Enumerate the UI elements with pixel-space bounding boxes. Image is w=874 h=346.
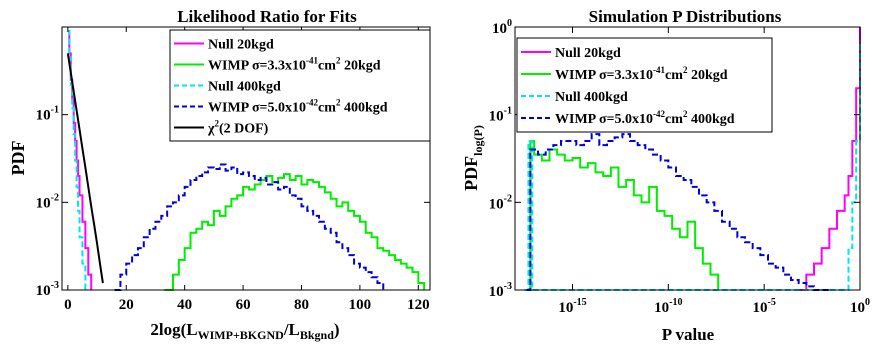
right-chart-title: Simulation P Distributions	[589, 7, 782, 26]
legend-entry-4: WIMP σ=5.0x10-42cm2 400kgd	[208, 98, 388, 116]
left-chart: Likelihood Ratio for Fits 0 20 40 60 80 100 12…	[8, 7, 431, 342]
legend-entry-2: WIMP σ=3.3x10-41cm2 20kgd	[208, 56, 381, 74]
left-series-group	[66, 30, 426, 291]
left-plot-frame	[61, 26, 431, 291]
right-x-tick-label: 100	[850, 297, 870, 316]
legend-entry-5: χ2(2 DOF)	[207, 119, 269, 137]
left-series-2	[164, 173, 426, 291]
left-x-tick-label: 0	[64, 297, 72, 313]
left-chart-title: Likelihood Ratio for Fits	[177, 7, 357, 26]
right-y-tick-label: 100	[492, 18, 512, 37]
right-x-tick-label: 10-5	[752, 297, 775, 316]
right-legend: Null 20kgd WIMP σ=3.3x10-41cm2 20kgd Null …	[516, 37, 773, 133]
right-x-tick-label: 10-15	[558, 297, 586, 316]
left-axes: 0 20 40 60 80 100 120 10-1 10-2 10-3	[36, 27, 430, 313]
left-y-tick-label: 10-1	[36, 105, 59, 124]
right-plot-frame	[514, 26, 861, 291]
right-y-tick-label: 10-2	[489, 193, 512, 212]
left-x-axis-label: 2log(LWIMP+BKGND/LBkgnd)	[150, 320, 339, 342]
right-y-tick-label: 10-3	[489, 281, 512, 300]
left-series-4	[114, 163, 385, 291]
right-y-axis-label: PDFlog(P)	[461, 125, 485, 191]
left-x-tick-label: 100	[349, 297, 372, 313]
legend-entry-2: WIMP σ=3.3x10-41cm2 20kgd	[555, 65, 728, 83]
right-series-2	[526, 140, 720, 291]
right-series-3	[524, 40, 861, 291]
right-series-1	[798, 27, 861, 291]
legend-entry-1: Null 20kgd	[208, 38, 274, 53]
legend-box	[169, 29, 431, 142]
left-x-tick-label: 60	[236, 297, 251, 313]
left-y-tick-label: 10-2	[36, 192, 59, 211]
left-series-5	[66, 53, 104, 284]
right-y-tick-label: 10-1	[489, 106, 512, 125]
right-axes: 10-15 10-10 10-5 100 100 10-1 10-2 10-3	[489, 18, 870, 316]
left-y-tick-label: 10-3	[36, 280, 59, 299]
left-x-tick-label: 20	[119, 297, 134, 313]
right-series-4	[526, 133, 830, 291]
left-y-axis-label: PDF	[8, 141, 28, 176]
right-chart: Simulation P Distributions 10-15 10-10 10-…	[461, 7, 870, 344]
left-legend: Null 20kgd WIMP σ=3.3x10-41cm2 20kgd Null …	[169, 29, 431, 142]
left-x-tick-label: 120	[407, 297, 430, 313]
legend-entry-3: Null 400kgd	[555, 90, 628, 105]
right-x-tick-label: 10-10	[654, 297, 682, 316]
legend-box	[516, 37, 773, 133]
right-x-axis-label: P value	[662, 325, 715, 344]
left-x-tick-label: 40	[177, 297, 192, 313]
right-series-group	[524, 27, 861, 291]
left-x-tick-label: 80	[294, 297, 309, 313]
legend-entry-1: Null 20kgd	[555, 46, 621, 61]
legend-entry-4: WIMP σ=5.0x10-42cm2 400kgd	[555, 109, 735, 127]
legend-entry-3: Null 400kgd	[208, 80, 281, 95]
